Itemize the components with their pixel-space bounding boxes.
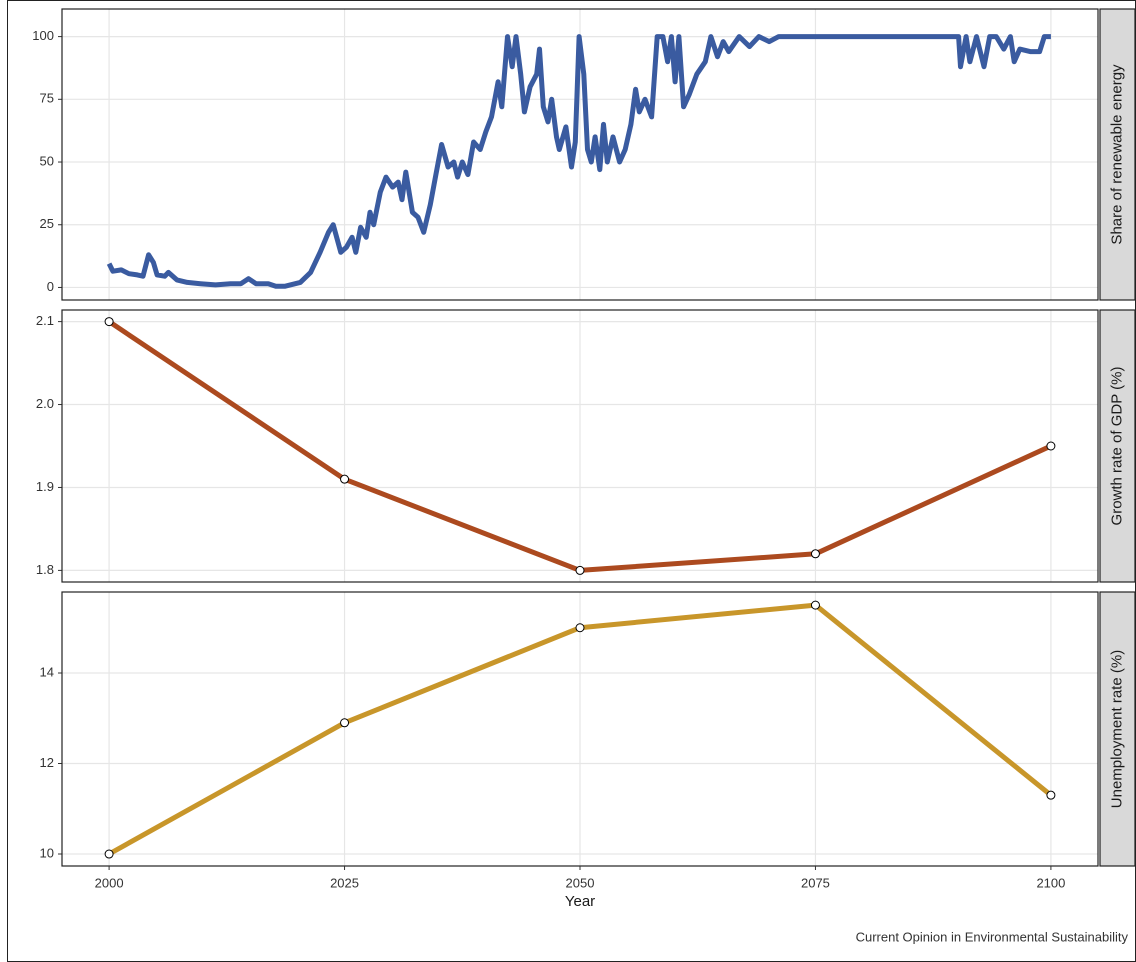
- y-tick-label: 100: [32, 28, 54, 43]
- strip: [1099, 309, 1136, 583]
- y-tick-label: 50: [40, 153, 54, 168]
- y-tick-label: 2.0: [36, 396, 54, 411]
- x-axis-label: Year: [565, 893, 595, 910]
- data-point: [810, 549, 820, 559]
- data-point: [340, 474, 350, 484]
- data-point: [104, 317, 114, 327]
- x-tick-label: 2000: [95, 875, 124, 890]
- data-point: [810, 600, 820, 610]
- y-tick-label: 2.1: [36, 313, 54, 328]
- panel-border: [61, 309, 1099, 583]
- data-point: [1046, 441, 1056, 451]
- y-axis-label: Share of renewable energy: [1108, 64, 1125, 245]
- y-tick-label: 1.9: [36, 479, 54, 494]
- x-tick-label: 2050: [566, 875, 595, 890]
- y-tick-label: 10: [40, 845, 54, 860]
- y-tick-label: 25: [40, 216, 54, 231]
- data-point: [575, 565, 585, 575]
- y-tick-label: 14: [40, 664, 54, 679]
- data-point: [1046, 790, 1056, 800]
- panel-border: [61, 8, 1099, 301]
- y-axis-label: Unemployment rate (%): [1108, 650, 1125, 808]
- data-point: [340, 718, 350, 728]
- y-tick-label: 12: [40, 755, 54, 770]
- caption: Current Opinion in Environmental Sustain…: [856, 929, 1129, 944]
- x-tick-label: 2025: [330, 875, 359, 890]
- x-tick-label: 2075: [801, 875, 830, 890]
- x-tick-label: 2100: [1036, 875, 1065, 890]
- strip: [1099, 8, 1136, 301]
- data-point: [104, 849, 114, 859]
- y-tick-label: 0: [47, 279, 54, 294]
- data-point: [575, 623, 585, 633]
- data-line: [106, 34, 1051, 289]
- y-axis-label: Growth rate of GDP (%): [1108, 367, 1125, 526]
- y-tick-label: 75: [40, 91, 54, 106]
- y-tick-label: 1.8: [36, 562, 54, 577]
- strip: [1099, 591, 1136, 867]
